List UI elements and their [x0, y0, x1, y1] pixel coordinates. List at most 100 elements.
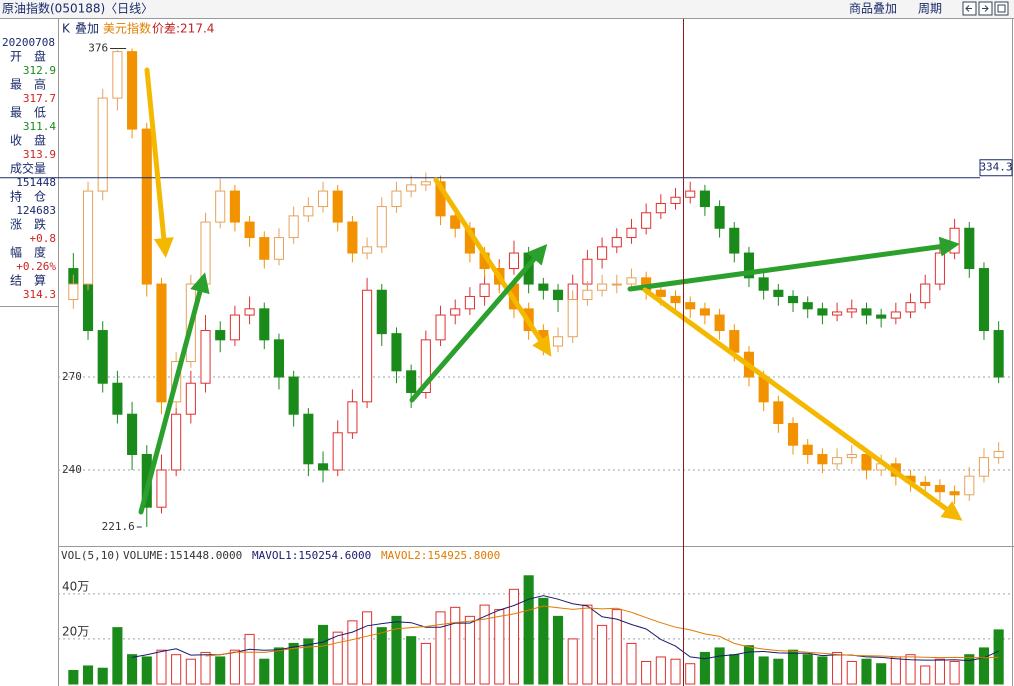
volume-bar [934, 658, 945, 685]
volume-bar [82, 665, 94, 685]
volume-bar [743, 645, 755, 685]
volume-bar [626, 642, 637, 685]
candle-body [964, 227, 975, 270]
info-label: 成交量 [10, 161, 46, 176]
info-label: 最 低 [10, 106, 46, 120]
info-value: 151448 [16, 176, 56, 189]
candle-body [743, 252, 755, 279]
candle-body [244, 308, 255, 316]
candle-body [347, 221, 358, 254]
candle-body [861, 308, 872, 316]
volume-bar [273, 647, 285, 685]
max-label: 376 [88, 42, 108, 55]
candle-body [259, 308, 270, 341]
nav-icons[interactable] [962, 1, 1009, 16]
volume-bar [332, 631, 343, 685]
info-label: 开 盘 [10, 49, 46, 64]
candle-body [362, 289, 373, 403]
legend-item: 美元指数 [103, 21, 151, 36]
candle-body [185, 382, 196, 415]
candle-body [699, 190, 710, 208]
candle-body [597, 283, 608, 291]
candle-body [611, 237, 622, 248]
volume-bar [876, 663, 887, 685]
nav-zoom[interactable] [994, 1, 1009, 16]
candle-body [949, 491, 960, 496]
candle-body [450, 308, 461, 316]
candle-body [729, 330, 740, 353]
volume-header: VOL(5,10) VOLUME:151448.0000 MAVOL1:1502… [61, 549, 500, 562]
candle-body [978, 268, 990, 332]
volume-bar [156, 649, 167, 685]
legend: K 叠加 美元指数 价差:217.4 [62, 21, 214, 36]
info-label: 幅 度 [10, 245, 46, 260]
volume-bar [685, 663, 696, 685]
volume-bar [215, 656, 226, 685]
candle-body [993, 330, 1004, 378]
info-label: 涨 跌 [10, 217, 46, 232]
candle-body [787, 295, 799, 304]
candle-body [626, 227, 637, 239]
volume-bar [259, 658, 270, 685]
candle-body [949, 227, 960, 254]
candle-body [699, 308, 710, 316]
volume-bar [582, 604, 593, 685]
info-date: 20200708 [2, 36, 55, 49]
toolbar-button[interactable]: 商品叠加 [849, 1, 897, 16]
vol-label: MAVOL2:154925.8000 [381, 549, 500, 562]
volume-bar [846, 660, 857, 685]
volume-bar [376, 627, 387, 685]
info-value: 313.9 [23, 148, 56, 161]
vol-label: VOL(5,10) [61, 549, 121, 562]
candle-body [817, 308, 828, 316]
candle-body [244, 221, 255, 239]
volume-bar [112, 627, 123, 685]
volume-bar [787, 649, 799, 685]
candle-body [861, 454, 872, 471]
volume-bar [97, 667, 108, 685]
toolbar-button[interactable]: 周期 [918, 2, 942, 16]
candle-body [479, 283, 490, 297]
volume-bar [420, 642, 431, 685]
volume-bar [538, 597, 549, 685]
volume-bar [714, 647, 725, 685]
candle-body [802, 302, 813, 310]
candle-body [905, 302, 916, 313]
candle-body [332, 432, 343, 471]
candle-body [317, 463, 329, 471]
trend-arrows [138, 67, 963, 521]
candle-body [508, 252, 520, 270]
candle-body [641, 212, 652, 229]
candle-body [97, 330, 108, 384]
volume-bar [200, 651, 211, 685]
candle-body [538, 283, 549, 291]
info-value: 317.7 [23, 92, 56, 105]
candle-body [714, 314, 725, 332]
candle-body [200, 221, 211, 285]
candle-body [670, 295, 681, 304]
candle-body [406, 370, 417, 394]
candle-body [714, 206, 725, 229]
y-tick-label: 40万 [62, 579, 89, 593]
candle-body [567, 299, 578, 338]
min-label: 221.6 [102, 520, 135, 533]
volume-bar [288, 642, 299, 685]
candle-body [582, 289, 593, 301]
candle-body [215, 330, 226, 341]
candle-body [846, 454, 857, 459]
toolbar-bg [0, 0, 1014, 18]
y-tick-label: 240 [62, 463, 82, 476]
candle-body [435, 181, 446, 217]
candle-body [420, 339, 431, 394]
candle-body [552, 336, 564, 347]
candle-body [582, 258, 593, 285]
volume-bar [729, 654, 740, 685]
candle-body [156, 283, 167, 403]
candle-body [626, 277, 637, 285]
candle-body [229, 314, 240, 341]
volume-ma-line [205, 605, 999, 659]
candle-body [82, 190, 94, 285]
candle-body [332, 190, 343, 223]
candle-body [832, 457, 843, 465]
candle-body [303, 206, 314, 217]
